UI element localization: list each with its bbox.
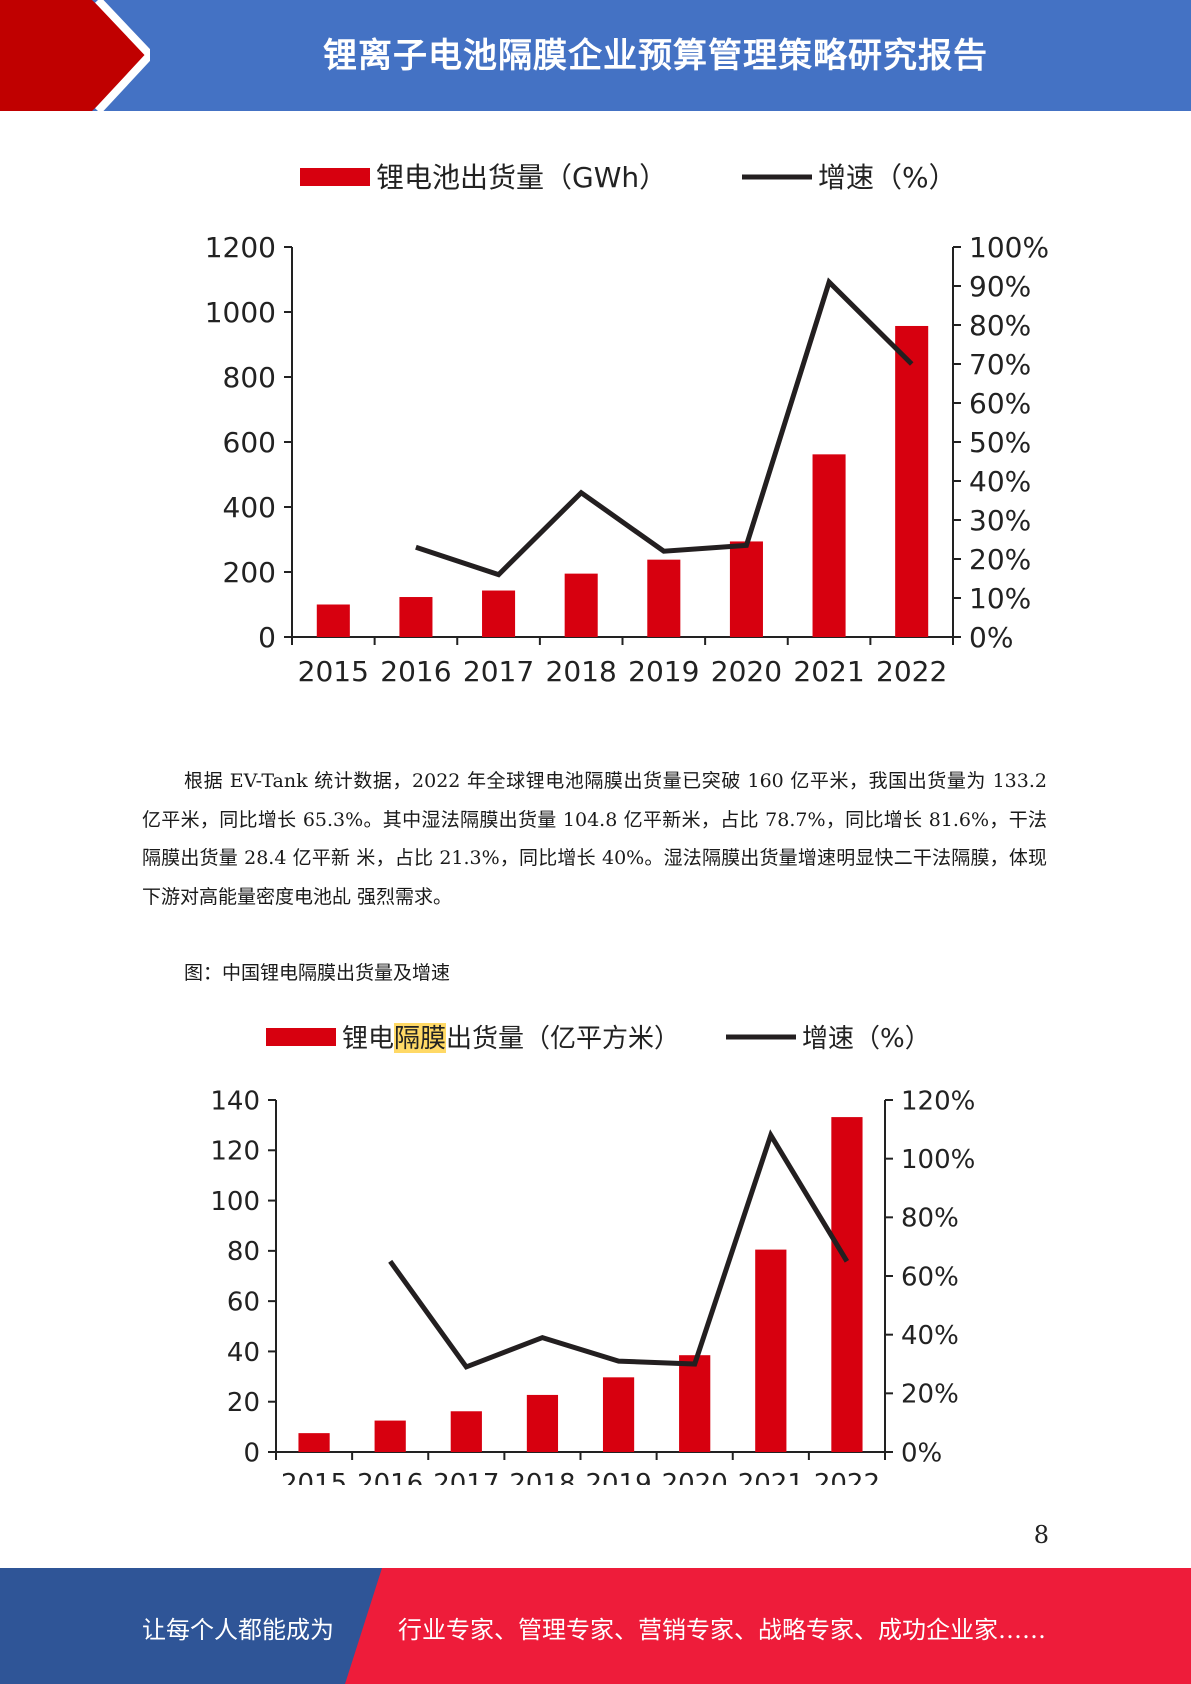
y-tick-label-right: 40% (969, 465, 1031, 498)
separator-shipment-chart: 锂电隔膜出货量（亿平方米） 增速（%） 0 20 40 60 80 100 120 140 0% 20… (0, 1005, 1191, 1485)
bar-2016 (399, 597, 433, 637)
y-tick-label-right: 20% (901, 1380, 959, 1410)
chart-legend: 锂电池出货量（GWh） 增速（%） (300, 161, 957, 194)
y-tick-label-right: 30% (969, 504, 1031, 537)
x-tick-label: 2021 (793, 655, 864, 688)
bar-2018 (526, 1394, 559, 1452)
y-tick-label-right: 20% (969, 543, 1031, 576)
bar-2021 (812, 454, 846, 637)
x-tick-label: 2016 (357, 1469, 423, 1485)
y-tick-label-right: 0% (901, 1438, 942, 1468)
bar-2022 (895, 325, 929, 637)
y-tick-label-left: 1000 (205, 296, 276, 329)
chart-svg: 锂电池出货量（GWh） 增速（%） 0 200 400 600 800 1000 1200 0% 1… (205, 161, 1049, 688)
y-tick-label-right: 60% (901, 1262, 959, 1292)
legend-highlight-bg (394, 1023, 446, 1053)
footer-red-band (345, 1568, 1191, 1684)
x-tick-label: 2021 (738, 1469, 804, 1485)
x-tick-label: 2020 (662, 1469, 728, 1485)
y-tick-label-right: 100% (901, 1145, 975, 1175)
x-tick-label: 2019 (628, 655, 699, 688)
y-tick-label-left: 60 (227, 1288, 260, 1318)
legend-label-bar: 锂电隔膜出货量（亿平方米） (342, 1024, 680, 1054)
y-tick-label-right: 80% (901, 1204, 959, 1234)
legend-highlight-text: 隔膜 (394, 1024, 446, 1054)
legend-label-bar: 锂电池出货量（GWh） (376, 161, 667, 194)
bar-2020 (679, 1355, 711, 1452)
legend-swatch-bar (266, 1028, 336, 1046)
y-tick-label-right: 50% (969, 426, 1031, 459)
page-footer: 让每个人都能成为 行业专家、管理专家、营销专家、战略专家、成功企业家…… (0, 1568, 1191, 1684)
y-tick-label-right: 40% (901, 1321, 959, 1351)
chart-legend: 锂电隔膜出货量（亿平方米） 增速（%） (266, 1023, 931, 1054)
bar-2022 (831, 1117, 863, 1452)
y-tick-label-right: 80% (969, 309, 1031, 342)
y-tick-label-right: 10% (969, 582, 1031, 615)
legend-label-line: 增速（%） (818, 161, 957, 194)
x-tick-label: 2017 (463, 655, 534, 688)
y-tick-label-right: 70% (969, 348, 1031, 381)
bar-2015 (316, 604, 350, 637)
y-tick-label-left: 40 (227, 1338, 260, 1368)
y-tick-label-left: 100 (210, 1187, 260, 1217)
x-tick-label: 2018 (546, 655, 617, 688)
x-tick-label: 2020 (711, 655, 782, 688)
x-tick-label: 2015 (298, 655, 369, 688)
y-tick-label-left: 20 (227, 1388, 260, 1418)
bar-2018 (564, 573, 598, 637)
bar-2015 (298, 1433, 330, 1452)
y-tick-label-left: 0 (258, 621, 276, 654)
x-tick-label: 2018 (509, 1469, 575, 1485)
figure-caption: 图：中国锂电隔膜出货量及增速 (184, 962, 451, 984)
bar-2017 (450, 1411, 482, 1452)
y-tick-label-left: 80 (227, 1237, 260, 1267)
bar-2019 (647, 559, 681, 637)
page-header: 锂离子电池隔膜企业预算管理策略研究报告 (0, 0, 1191, 111)
bar-2021 (755, 1249, 787, 1452)
x-tick-label: 2022 (814, 1469, 880, 1485)
y-tick-label-left: 140 (210, 1086, 260, 1116)
y-tick-label-right: 90% (969, 270, 1031, 303)
legend-swatch-bar (300, 168, 370, 186)
x-tick-label: 2019 (585, 1469, 651, 1485)
y-tick-label-right: 120% (901, 1086, 975, 1116)
x-tick-label: 2016 (380, 655, 451, 688)
body-paragraph: 根据 EV-Tank 统计数据，2022 年全球锂电池隔膜出货量已突破 160 … (142, 770, 1047, 908)
battery-shipment-chart: 锂电池出货量（GWh） 增速（%） 0 200 400 600 800 1000 1200 0% 1… (0, 140, 1191, 700)
x-tick-label: 2015 (281, 1469, 347, 1485)
page-number: 8 (1033, 1521, 1049, 1549)
y-tick-label-left: 800 (223, 361, 276, 394)
y-tick-label-right: 60% (969, 387, 1031, 420)
y-tick-label-left: 120 (210, 1137, 260, 1167)
x-tick-label: 2017 (433, 1469, 499, 1485)
report-title: 锂离子电池隔膜企业预算管理策略研究报告 (323, 36, 988, 76)
y-tick-label-left: 400 (223, 491, 276, 524)
bar-2016 (374, 1420, 406, 1452)
legend-label-line: 增速（%） (802, 1024, 931, 1054)
y-tick-label-right: 0% (969, 621, 1013, 654)
x-tick-label: 2022 (876, 655, 947, 688)
y-tick-label-left: 200 (223, 556, 276, 589)
bar-2020 (729, 541, 763, 637)
y-tick-label-left: 0 (243, 1438, 260, 1468)
y-tick-label-left: 600 (223, 426, 276, 459)
y-tick-label-left: 1200 (205, 231, 276, 264)
chart-svg: 锂电隔膜出货量（亿平方米） 增速（%） 0 20 40 60 80 100 120 140 0% 20… (210, 1023, 975, 1485)
y-tick-label-right: 100% (969, 231, 1049, 264)
footer-slogan-left: 让每个人都能成为 (142, 1616, 334, 1644)
bar-2017 (482, 590, 516, 637)
bar-2019 (602, 1377, 635, 1452)
header-chevron-decoration (0, 0, 150, 111)
footer-slogan-right: 行业专家、管理专家、营销专家、战略专家、成功企业家…… (398, 1616, 1046, 1644)
